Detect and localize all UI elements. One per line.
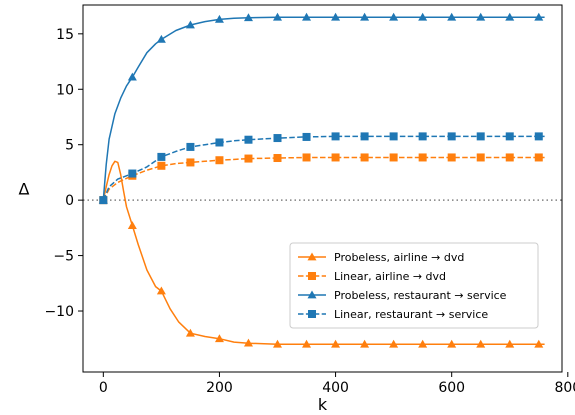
legend-marker	[307, 290, 317, 299]
data-point	[156, 34, 166, 43]
data-point	[273, 154, 282, 163]
data-point	[185, 20, 195, 29]
data-point	[331, 12, 341, 21]
data-point	[476, 153, 485, 162]
series-1	[99, 153, 545, 205]
legend: Probeless, airline → dvd Linear, airline …	[289, 242, 539, 329]
data-point	[156, 286, 166, 295]
data-point	[534, 339, 544, 348]
ticks-layer: 0 200 400 600 800 −10 −5 0 5 10 15	[44, 27, 575, 396]
data-point	[360, 339, 370, 348]
data-point	[331, 153, 340, 162]
data-point	[302, 132, 311, 141]
data-point	[505, 12, 515, 21]
data-point	[389, 12, 399, 21]
series-3	[99, 132, 545, 205]
x-axis-label: k	[318, 395, 328, 414]
legend-box	[289, 242, 539, 329]
x-tick-label: 200	[206, 380, 233, 396]
data-point	[360, 132, 369, 141]
data-point	[447, 132, 456, 141]
data-point	[273, 12, 283, 21]
y-tick-label: −10	[44, 304, 74, 320]
data-point	[185, 328, 195, 337]
data-point	[418, 339, 428, 348]
data-point	[273, 134, 282, 143]
data-point	[447, 12, 457, 21]
data-point	[157, 161, 166, 170]
y-tick-label: 0	[65, 193, 74, 209]
x-tick-label: 800	[554, 380, 575, 396]
y-tick-label: 15	[56, 27, 74, 43]
data-point	[534, 12, 544, 21]
data-point	[186, 142, 195, 151]
legend-item: Probeless, restaurant → service	[298, 289, 507, 302]
series-line	[102, 156, 545, 201]
data-point	[505, 132, 514, 141]
y-axis-label: Δ	[19, 180, 30, 199]
legend-marker	[308, 272, 316, 280]
data-point	[302, 12, 312, 21]
data-point	[447, 339, 457, 348]
data-point	[476, 12, 486, 21]
data-point	[534, 132, 543, 141]
legend-item: Linear, airline → dvd	[298, 270, 446, 283]
series-0	[98, 160, 545, 348]
legend-marker	[307, 252, 317, 261]
data-point	[447, 153, 456, 162]
series-layer	[98, 12, 545, 348]
legend-label: Probeless, restaurant → service	[334, 289, 507, 302]
data-point	[244, 154, 253, 163]
data-point	[505, 153, 514, 162]
y-tick-label: 5	[65, 138, 74, 154]
data-point	[534, 153, 543, 162]
x-tick-label: 0	[99, 380, 108, 396]
data-point	[243, 13, 253, 22]
y-tick-label: −5	[53, 249, 74, 265]
data-point	[389, 132, 398, 141]
data-point	[186, 158, 195, 167]
series-line	[102, 16, 545, 201]
data-point	[127, 221, 137, 230]
data-point	[418, 153, 427, 162]
series-2	[98, 12, 545, 204]
data-point	[389, 153, 398, 162]
data-point	[244, 135, 253, 144]
x-tick-label: 400	[322, 380, 349, 396]
data-point	[128, 169, 137, 178]
data-point	[360, 153, 369, 162]
data-point	[243, 338, 253, 347]
legend-item: Probeless, airline → dvd	[298, 251, 464, 264]
data-point	[214, 334, 224, 343]
data-point	[302, 153, 311, 162]
data-point	[389, 339, 399, 348]
data-point	[99, 196, 108, 205]
legend-label: Linear, restaurant → service	[334, 308, 488, 321]
data-point	[331, 339, 341, 348]
data-point	[476, 339, 486, 348]
data-point	[215, 156, 224, 165]
data-point	[157, 152, 166, 161]
data-point	[418, 12, 428, 21]
data-point	[418, 132, 427, 141]
data-point	[302, 339, 312, 348]
plot-frame	[82, 4, 563, 373]
data-point	[273, 339, 283, 348]
data-point	[215, 138, 224, 147]
data-point	[127, 72, 137, 81]
series-line	[102, 135, 545, 201]
x-tick-label: 600	[438, 380, 465, 396]
data-point	[476, 132, 485, 141]
data-point	[360, 12, 370, 21]
legend-marker	[308, 310, 316, 318]
legend-label: Linear, airline → dvd	[334, 270, 446, 283]
data-point	[505, 339, 515, 348]
data-point	[331, 132, 340, 141]
legend-label: Probeless, airline → dvd	[334, 251, 464, 264]
data-point	[214, 14, 224, 23]
y-tick-label: 10	[56, 82, 74, 98]
legend-item: Linear, restaurant → service	[298, 308, 488, 321]
